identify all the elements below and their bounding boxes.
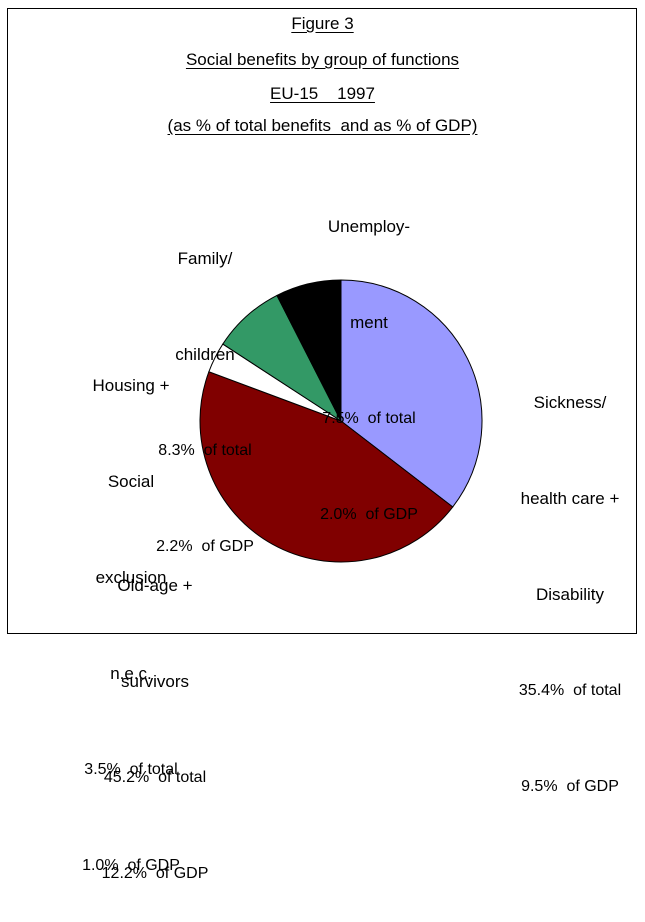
slice-label-line: Social: [107, 472, 155, 491]
slice-pct-total: 35.4% of total: [518, 682, 622, 699]
slice-pct-total: 3.5% of total: [84, 761, 178, 778]
slice-label-line: n.e.c.: [110, 664, 152, 683]
slice-pct-total: 8.3% of total: [158, 442, 252, 459]
slice-pct-gdp: 9.5% of GDP: [521, 778, 619, 795]
slice-label-sickness: Sickness/ health care + Disability 35.4%…: [505, 323, 635, 835]
chart-region-year: EU-15 1997: [270, 84, 375, 103]
slice-label-line: Disability: [535, 585, 605, 604]
slice-label-unemployment: Unemploy- ment 7.5% of total 2.0% of GDP: [304, 147, 434, 563]
slice-label-line: Housing +: [92, 376, 170, 395]
pie-slice-old-age: [199, 371, 454, 563]
slice-pct-gdp: 2.0% of GDP: [320, 506, 418, 523]
slice-label-line: exclusion: [95, 568, 167, 587]
chart-title: Figure 3: [291, 14, 354, 33]
pie-slice-unemployment: [276, 279, 342, 422]
slice-label-line: health care +: [520, 489, 620, 508]
slice-label-line: children: [175, 345, 235, 364]
slice-label-line: Unemploy-: [327, 217, 411, 236]
slice-label-line: Old-age +: [117, 576, 193, 595]
slice-pct-total: 7.5% of total: [322, 410, 416, 427]
slice-label-line: Family/: [177, 249, 233, 268]
slice-label-line: Sickness/: [533, 393, 607, 412]
slice-pct-gdp: 2.2% of GDP: [156, 538, 254, 555]
slice-pct-gdp: 1.0% of GDP: [82, 857, 180, 874]
slice-label-line: ment: [350, 313, 388, 332]
slice-label-family: Family/ children 8.3% of total 2.2% of G…: [140, 179, 270, 595]
chart-subtitle: Social benefits by group of functions: [185, 50, 460, 69]
pie-slice-sickness: [340, 279, 483, 508]
chart-units-note: (as % of total benefits and as % of GDP): [167, 116, 478, 135]
pie-chart: [199, 279, 483, 563]
